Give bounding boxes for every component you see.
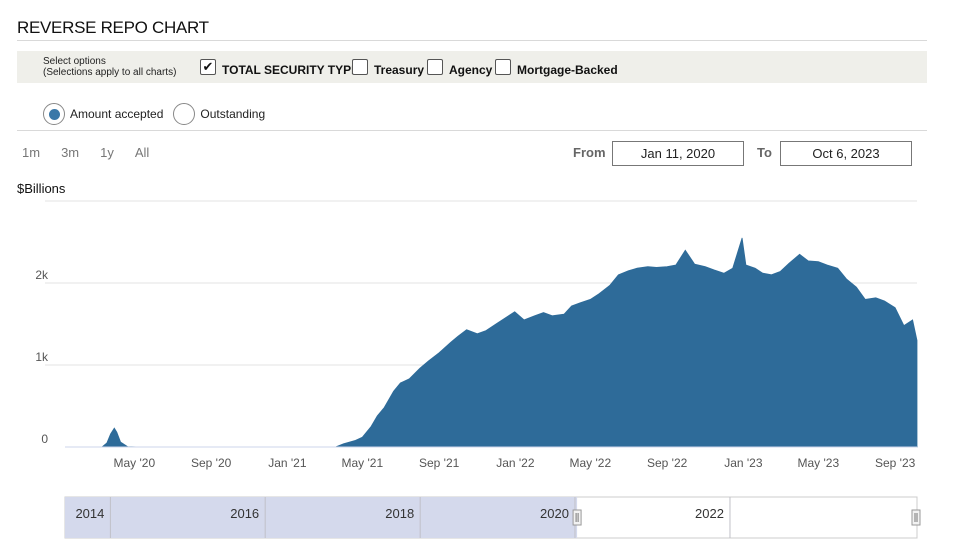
title-divider xyxy=(17,40,927,41)
series-area-0 xyxy=(65,237,918,448)
x-tick-label: Sep '22 xyxy=(647,456,688,470)
checkbox-box xyxy=(495,58,511,75)
checkbox-mortgage-backed[interactable]: Mortgage-Backed xyxy=(495,56,618,77)
x-tick-label: May '21 xyxy=(341,456,383,470)
x-tick-label: Sep '20 xyxy=(191,456,232,470)
navigator-handle-left[interactable] xyxy=(572,509,582,526)
x-tick-label: Sep '21 xyxy=(419,456,460,470)
page-title: REVERSE REPO CHART xyxy=(17,18,209,37)
radio-outstanding[interactable]: Outstanding xyxy=(173,103,265,125)
checkbox-box xyxy=(352,58,368,75)
checkbox-total-security-types[interactable]: ✔ TOTAL SECURITY TYPES xyxy=(200,56,367,77)
checkbox-treasury[interactable]: Treasury xyxy=(352,56,424,77)
x-tick-label: Jan '23 xyxy=(724,456,763,470)
checkbox-label: Treasury xyxy=(374,63,425,77)
options-caption-line2: (Selections apply to all charts) xyxy=(43,67,177,78)
checkbox-box xyxy=(427,58,443,75)
y-tick-label: 2k xyxy=(35,268,49,282)
x-tick-label: May '20 xyxy=(114,456,156,470)
checkmark-icon: ✔ xyxy=(200,58,216,75)
x-tick-label: May '22 xyxy=(569,456,611,470)
range-button-1m[interactable]: 1m xyxy=(22,145,41,160)
options-caption-line1: Select options xyxy=(43,56,106,67)
radio-circle xyxy=(43,103,65,125)
to-date-input[interactable]: Oct 6, 2023 xyxy=(780,141,912,166)
x-tick-label: Jan '22 xyxy=(496,456,535,470)
radio-label: Amount accepted xyxy=(70,107,164,121)
options-caption: Select options (Selections apply to all … xyxy=(43,56,176,78)
reverse-repo-area-chart: 0 1k 2k May '20 Sep '20 Jan '21 May '21 Sep '21… xyxy=(35,200,918,470)
checkbox-agency[interactable]: Agency xyxy=(427,56,492,77)
navigator-handle-right[interactable] xyxy=(911,509,921,526)
navigator-year-label: 2016 xyxy=(230,506,259,521)
navigator-year-label: 2020 xyxy=(540,506,569,521)
checkbox-label: TOTAL SECURITY TYPES xyxy=(222,63,368,77)
x-tick-label: Sep '23 xyxy=(875,456,916,470)
options-bar: Select options (Selections apply to all … xyxy=(17,51,927,83)
navigator-selected-range[interactable] xyxy=(65,497,578,538)
radio-selected-dot xyxy=(48,108,60,120)
from-date-input[interactable]: Jan 11, 2020 xyxy=(612,141,744,166)
navigator-year-label: 2018 xyxy=(385,506,414,521)
checkbox-label: Agency xyxy=(449,63,493,77)
checkbox-label: Mortgage-Backed xyxy=(517,63,618,77)
metric-radio-group: Amount accepted Outstanding xyxy=(43,103,275,125)
range-button-3m[interactable]: 3m xyxy=(61,145,80,160)
navigator-year-label: 2014 xyxy=(75,506,104,521)
range-selector: 1m 3m 1y All xyxy=(22,145,170,160)
range-button-1y[interactable]: 1y xyxy=(100,145,114,160)
x-tick-label: May '23 xyxy=(797,456,839,470)
time-navigator[interactable]: 2014 2016 2018 2020 2022 xyxy=(0,490,960,550)
range-button-all[interactable]: All xyxy=(134,145,150,160)
radio-circle xyxy=(173,103,196,125)
radio-label: Outstanding xyxy=(200,107,266,121)
radio-amount-accepted[interactable]: Amount accepted xyxy=(43,103,163,125)
to-label: To xyxy=(757,145,772,160)
y-axis-unit-label: $Billions xyxy=(17,181,66,196)
radio-divider xyxy=(17,130,927,131)
y-tick-label: 0 xyxy=(41,432,48,446)
y-tick-label: 1k xyxy=(35,350,49,364)
from-label: From xyxy=(573,145,606,160)
navigator-year-label: 2022 xyxy=(695,506,724,521)
x-tick-label: Jan '21 xyxy=(268,456,307,470)
